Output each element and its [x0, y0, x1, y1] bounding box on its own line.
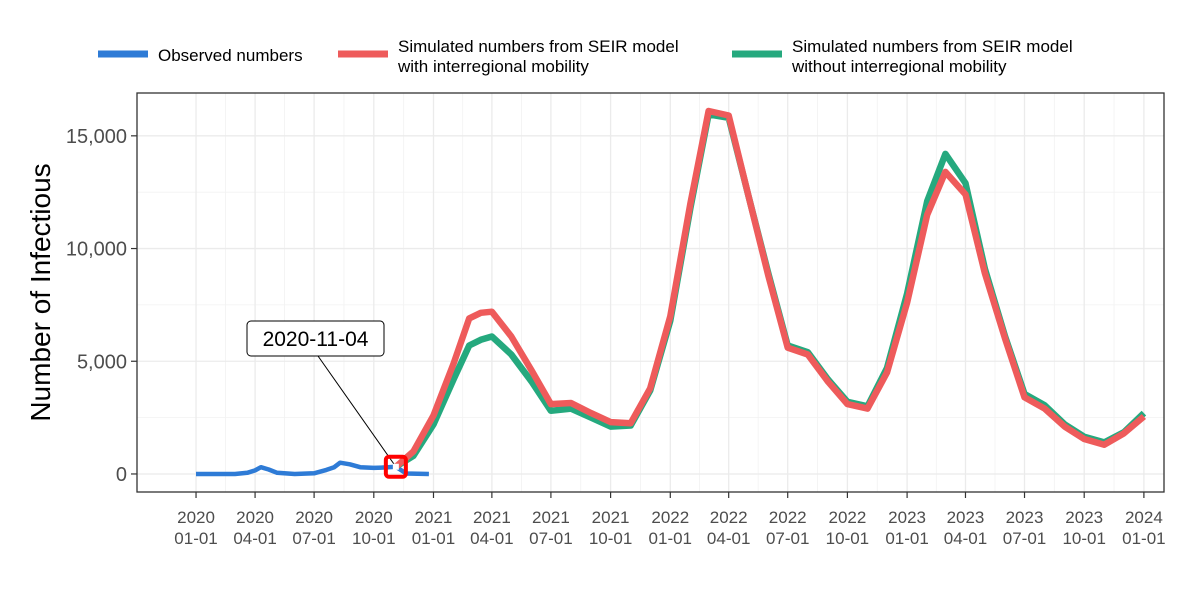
- y-tick-label: 10,000: [66, 239, 127, 261]
- x-tick-label: 2020 10-01: [352, 508, 395, 548]
- legend-label: Simulated numbers from SEIR model with in…: [397, 37, 679, 76]
- annotation-label-box: [246, 320, 385, 357]
- plot-panel-border: [136, 92, 1165, 493]
- y-tick-label: 5,000: [77, 351, 127, 373]
- x-tick-label: 2023 01-01: [885, 508, 928, 548]
- grid: [137, 93, 1164, 492]
- legend: Observed numbers Simulated numbers from S…: [98, 37, 1073, 76]
- x-tick-label: 2020 01-01: [174, 508, 217, 548]
- x-tick-label: 2022 01-01: [649, 508, 692, 548]
- y-tick-label: 15,000: [66, 126, 127, 148]
- x-tick-label: 2022 04-01: [707, 508, 750, 548]
- x-tick-label: 2022 07-01: [766, 508, 809, 548]
- y-tick-label: 0: [116, 464, 127, 486]
- annotation-marker: [383, 454, 408, 479]
- annotation: 2020-11-04: [246, 320, 408, 479]
- annotation-leader-line: [317, 355, 397, 468]
- x-tick-label: 2023 07-01: [1003, 508, 1046, 548]
- annotation-marker-center: [392, 463, 399, 470]
- annotation-label: 2020-11-04: [263, 328, 369, 351]
- x-tick-label: 2021 07-01: [529, 508, 572, 548]
- x-tick-label: 2023 10-01: [1062, 508, 1105, 548]
- legend-label: Observed numbers: [158, 46, 303, 65]
- x-tick-label: 2023 04-01: [944, 508, 987, 548]
- y-axis-label: Number of Infectious: [25, 163, 56, 421]
- x-tick-label: 2022 10-01: [826, 508, 869, 548]
- series-line-with-mobility: [393, 107, 1146, 470]
- x-tick-label: 2020 07-01: [292, 508, 335, 548]
- x-tick-label: 2024 01-01: [1122, 508, 1165, 548]
- x-tick-label: 2021 04-01: [470, 508, 513, 548]
- x-tick-label: 2020 04-01: [233, 508, 276, 548]
- x-tick-label: 2021 10-01: [589, 508, 632, 548]
- x-tick-label: 2021 01-01: [412, 508, 455, 548]
- legend-label: Simulated numbers from SEIR model without…: [791, 37, 1073, 76]
- axes: 0 5,000 10,000 15,000 2020 01-01 2020 04-01 2020…: [66, 126, 1166, 548]
